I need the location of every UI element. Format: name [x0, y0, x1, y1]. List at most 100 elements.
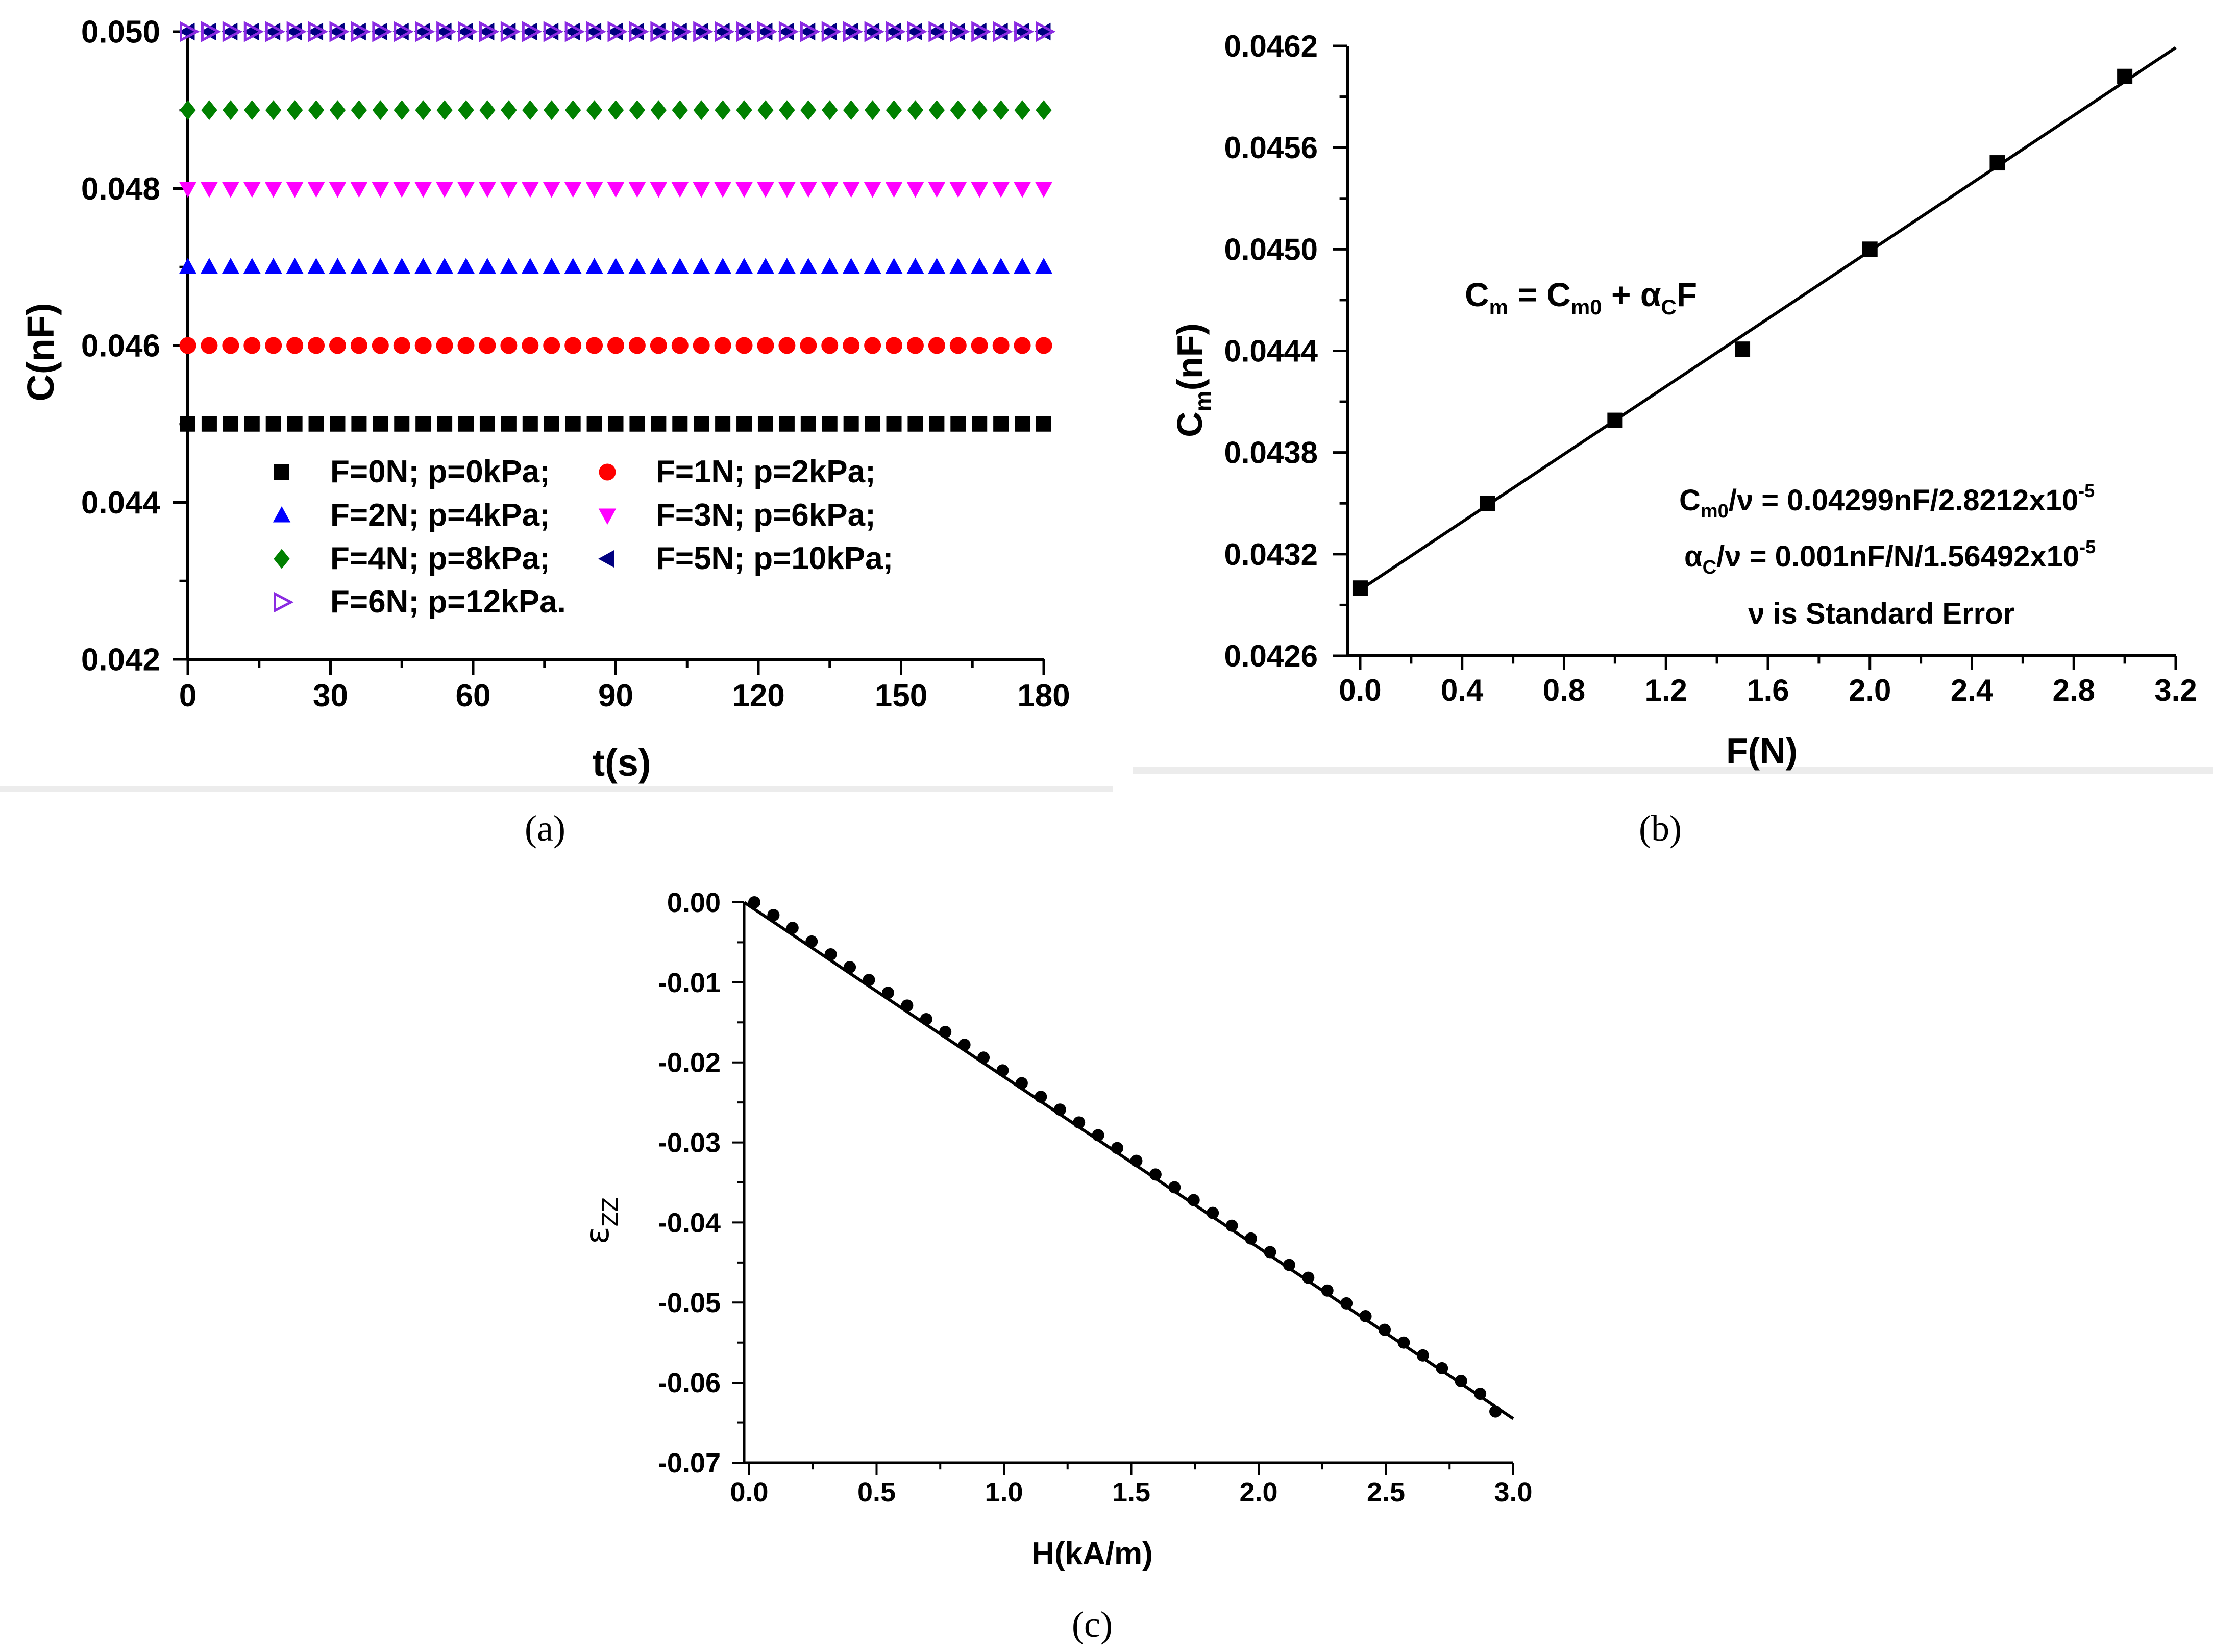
ann-part: /ν = 0.001nF/N/1.56492x10	[1716, 540, 2079, 573]
data-point	[1035, 182, 1053, 198]
data-point	[779, 416, 795, 432]
data-point	[222, 258, 240, 274]
data-point	[522, 100, 538, 120]
data-point	[1416, 1349, 1429, 1362]
data-point	[1607, 412, 1623, 428]
y-tick-label: 0.0438	[1224, 436, 1318, 470]
data-point	[950, 21, 970, 42]
data-point	[672, 416, 688, 432]
data-point	[843, 337, 860, 354]
data-point	[1397, 1336, 1410, 1349]
data-point	[971, 21, 992, 42]
series-4-markers	[179, 182, 1053, 198]
series-1-markers	[180, 416, 1051, 432]
data-point	[1130, 1154, 1143, 1167]
data-point	[373, 416, 388, 432]
y-tick-label: -0.02	[658, 1048, 721, 1078]
data-point	[564, 21, 585, 42]
panel-a-caption: (a)	[525, 808, 565, 849]
series-7-markers	[180, 21, 1056, 42]
data-point	[308, 100, 325, 120]
data-point	[901, 999, 914, 1012]
panel-c-caption: (c)	[1072, 1604, 1113, 1645]
data-point	[692, 258, 710, 274]
data-point	[629, 416, 645, 432]
data-point	[1735, 341, 1751, 357]
data-point	[735, 337, 753, 354]
data-point	[286, 337, 304, 354]
x-tick-label: 30	[313, 678, 348, 713]
x-tick-label: 1.5	[1112, 1477, 1150, 1508]
data-point	[992, 182, 1010, 198]
data-point	[351, 416, 367, 432]
data-point	[906, 258, 924, 274]
data-point	[608, 416, 624, 432]
data-point	[864, 21, 884, 42]
data-point	[180, 100, 196, 120]
data-point	[543, 21, 564, 42]
data-point	[715, 416, 731, 432]
data-point	[1340, 1297, 1353, 1310]
data-point	[458, 21, 478, 42]
y-tick-label: 0.042	[81, 643, 160, 678]
data-point	[1036, 100, 1052, 120]
eq-part: = C	[1508, 276, 1571, 313]
data-point	[993, 100, 1009, 120]
data-point	[286, 21, 307, 42]
data-point	[435, 258, 454, 274]
data-point	[756, 182, 775, 198]
data-point	[805, 935, 818, 948]
data-point	[1436, 1362, 1448, 1374]
data-point	[543, 258, 560, 274]
legend-label: F=4N; p=8kPa;	[330, 541, 550, 576]
data-point	[672, 100, 689, 120]
data-point	[394, 100, 410, 120]
data-point	[351, 100, 367, 120]
data-point	[756, 258, 775, 274]
y-tick-label: -0.01	[658, 968, 721, 998]
data-point	[950, 416, 966, 432]
data-point	[886, 337, 903, 354]
y-tick-label: 0.0444	[1224, 334, 1318, 368]
data-point	[1480, 496, 1495, 511]
eq-part: F	[1677, 276, 1697, 313]
data-point	[222, 21, 243, 42]
data-point	[928, 337, 945, 354]
panel-b-caption: (b)	[1639, 808, 1682, 849]
data-point	[778, 182, 796, 198]
data-point	[307, 258, 325, 274]
data-point	[222, 182, 240, 198]
x-tick-label: 60	[456, 678, 491, 713]
data-point	[821, 337, 839, 354]
x-tick-label: 2.8	[2053, 673, 2095, 707]
data-point	[671, 337, 689, 354]
legend-label: F=2N; p=4kPa;	[330, 498, 550, 533]
data-point	[586, 416, 602, 432]
data-point	[714, 258, 732, 274]
data-point	[650, 100, 667, 120]
y-tick-label: 0.048	[81, 171, 160, 207]
y-tick-label: -0.07	[658, 1448, 721, 1478]
data-point	[1014, 100, 1030, 120]
data-point	[864, 182, 881, 198]
data-point	[287, 416, 303, 432]
legend-label: F=5N; p=10kPa;	[656, 541, 893, 576]
data-point	[1014, 21, 1035, 42]
data-point	[824, 948, 837, 960]
data-point	[1013, 258, 1031, 274]
data-point	[693, 21, 714, 42]
data-point	[757, 100, 774, 120]
data-point	[543, 182, 560, 198]
data-point	[928, 258, 946, 274]
data-point	[479, 416, 495, 432]
data-point	[885, 258, 903, 274]
legend-marker	[274, 464, 289, 480]
data-point	[350, 337, 367, 354]
data-point	[457, 258, 475, 274]
data-point	[1283, 1259, 1295, 1271]
data-point	[864, 258, 881, 274]
data-point	[350, 182, 368, 198]
data-point	[200, 258, 218, 274]
data-point	[1168, 1181, 1181, 1194]
data-point	[264, 182, 282, 198]
